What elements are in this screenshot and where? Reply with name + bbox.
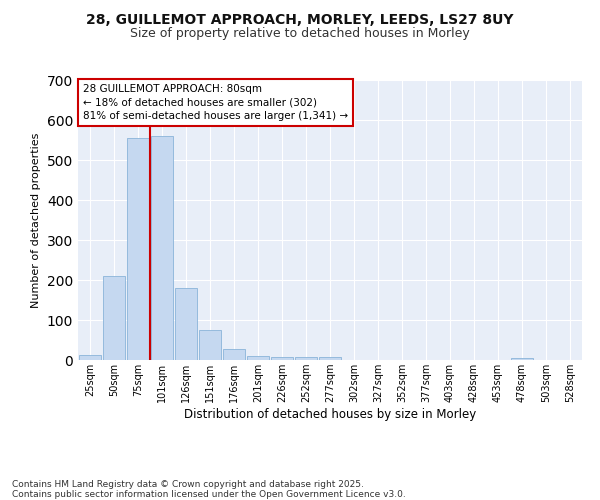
Y-axis label: Number of detached properties: Number of detached properties bbox=[31, 132, 41, 308]
Bar bbox=[79, 355, 101, 360]
Text: Size of property relative to detached houses in Morley: Size of property relative to detached ho… bbox=[130, 28, 470, 40]
Bar bbox=[319, 357, 341, 360]
Bar bbox=[295, 357, 317, 360]
Bar bbox=[175, 288, 197, 360]
X-axis label: Distribution of detached houses by size in Morley: Distribution of detached houses by size … bbox=[184, 408, 476, 421]
Bar bbox=[247, 356, 269, 360]
Text: 28 GUILLEMOT APPROACH: 80sqm
← 18% of detached houses are smaller (302)
81% of s: 28 GUILLEMOT APPROACH: 80sqm ← 18% of de… bbox=[83, 84, 348, 120]
Bar bbox=[103, 276, 125, 360]
Bar bbox=[271, 357, 293, 360]
Bar bbox=[511, 358, 533, 360]
Bar bbox=[223, 349, 245, 360]
Bar bbox=[151, 136, 173, 360]
Bar bbox=[127, 138, 149, 360]
Text: Contains HM Land Registry data © Crown copyright and database right 2025.
Contai: Contains HM Land Registry data © Crown c… bbox=[12, 480, 406, 500]
Text: 28, GUILLEMOT APPROACH, MORLEY, LEEDS, LS27 8UY: 28, GUILLEMOT APPROACH, MORLEY, LEEDS, L… bbox=[86, 12, 514, 26]
Bar bbox=[199, 330, 221, 360]
